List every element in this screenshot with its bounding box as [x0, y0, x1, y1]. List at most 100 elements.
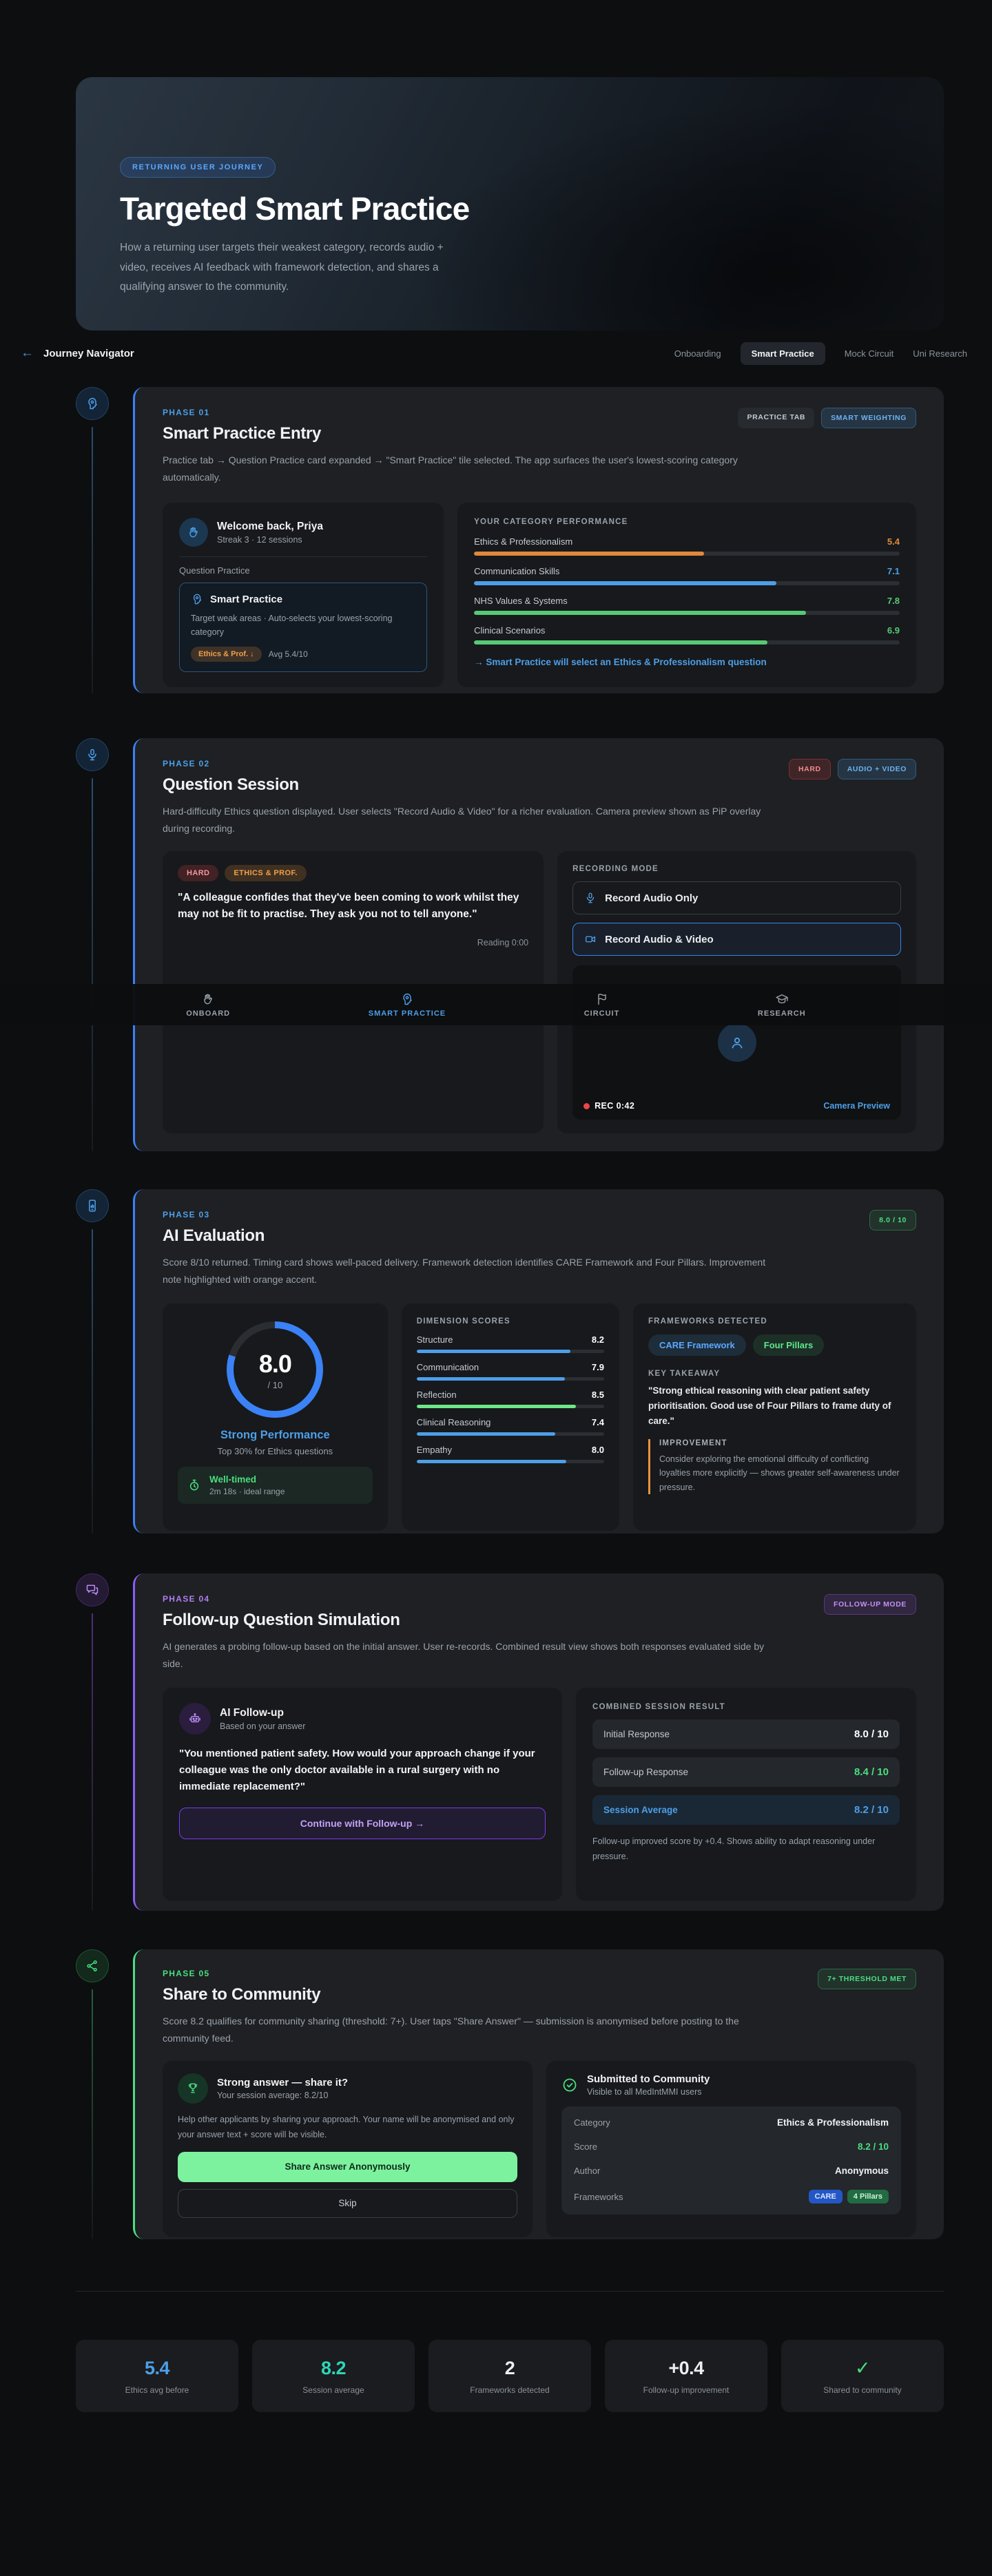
- phase-5-section: PHASE 05 Share to Community 7+ THRESHOLD…: [76, 1949, 944, 2239]
- combined-note: Follow-up improved score by +0.4. Shows …: [592, 1836, 876, 1861]
- score-card: 8.0 / 10 Strong Performance Top 30% for …: [163, 1303, 388, 1531]
- nav-item-onboarding[interactable]: Onboarding: [674, 348, 721, 359]
- result-label: Follow-up Response: [603, 1767, 689, 1778]
- phase-label: PHASE 01: [163, 408, 210, 417]
- wave-hand-icon: [204, 994, 213, 1004]
- timeline-connector: [92, 778, 93, 1151]
- tag-threshold-met: 7+ THRESHOLD MET: [818, 1969, 916, 1989]
- category-bar-row: Clinical Scenarios 6.9: [474, 625, 900, 645]
- tab-onboard[interactable]: ONBOARD: [186, 992, 230, 1018]
- trophy-icon: [178, 2073, 208, 2104]
- dimension-score: 7.9: [591, 1362, 604, 1373]
- category-label: Ethics & Professionalism: [474, 536, 573, 547]
- phase-title: Question Session: [163, 775, 299, 794]
- nav-item-mock-circuit[interactable]: Mock Circuit: [844, 348, 894, 359]
- improvement-note: IMPROVEMENT Consider exploring the emoti…: [648, 1439, 901, 1494]
- phase-4-section: PHASE 04 Follow-up Question Simulation F…: [76, 1573, 944, 1911]
- followup-question: "You mentioned patient safety. How would…: [179, 1748, 535, 1793]
- tag-score: 8.0 / 10: [869, 1210, 916, 1231]
- stopwatch-icon: [189, 1480, 199, 1491]
- ai-followup-card: AI Follow-up Based on your answer "You m…: [163, 1688, 562, 1902]
- stat-label: Session average: [302, 2385, 364, 2395]
- back-arrow-icon[interactable]: ←: [21, 346, 34, 360]
- tab-smart-practice[interactable]: SMART PRACTICE: [369, 992, 446, 1018]
- option-label: Record Audio Only: [605, 892, 699, 904]
- option-record-audio-only[interactable]: Record Audio Only: [572, 881, 901, 915]
- dimension-heading: DIMENSION SCORES: [416, 1317, 510, 1326]
- microphone-icon: [586, 892, 595, 903]
- category-bar-row: Ethics & Professionalism 5.4: [474, 536, 900, 556]
- share-title: Strong answer — share it?: [217, 2077, 349, 2089]
- divider: [179, 556, 428, 558]
- category-label: Communication Skills: [474, 566, 560, 577]
- difficulty-pill: HARD: [178, 865, 219, 882]
- result-row-initial: Initial Response 8.0 / 10: [592, 1719, 900, 1750]
- dimension-row: Empathy 8.0: [416, 1445, 604, 1464]
- hero-banner: RETURNING USER JOURNEY Targeted Smart Pr…: [76, 77, 944, 331]
- score-subline: Top 30% for Ethics questions: [217, 1446, 333, 1457]
- combined-heading: COMBINED SESSION RESULT: [592, 1703, 725, 1712]
- top-navigation: ← Journey Navigator Onboarding Smart Pra…: [0, 331, 992, 376]
- summary-stats: 5.4 Ethics avg before 8.2 Session averag…: [76, 2340, 944, 2412]
- stat-label: Frameworks detected: [470, 2385, 550, 2395]
- stat-checkmark-icon: ✓: [854, 2357, 871, 2378]
- continue-followup-button[interactable]: Continue with Follow-up →: [179, 1808, 546, 1840]
- category-performance-card: YOUR CATEGORY PERFORMANCE Ethics & Profe…: [457, 503, 916, 688]
- nav-item-uni-research[interactable]: Uni Research: [913, 348, 967, 359]
- phase-label: PHASE 05: [163, 1969, 210, 1978]
- rec-indicator: REC 0:42: [583, 1101, 634, 1111]
- tag-audio-video: AUDIO + VIDEO: [837, 759, 916, 779]
- phase-1-card: PHASE 01 Smart Practice Entry PRACTICE T…: [133, 387, 944, 693]
- tag-smart-weighting: SMART WEIGHTING: [821, 408, 916, 428]
- stat-label: Shared to community: [823, 2385, 902, 2395]
- frameworks-card: FRAMEWORKS DETECTED CARE Framework Four …: [632, 1303, 916, 1531]
- tab-research[interactable]: RESEARCH: [758, 992, 806, 1018]
- category-score: 6.9: [887, 625, 900, 636]
- stat-value: +0.4: [668, 2357, 704, 2378]
- category-bar-row: Communication Skills 7.1: [474, 566, 900, 586]
- framework-pill-four-pillars: Four Pillars: [752, 1334, 825, 1357]
- share-answer-button[interactable]: Share Answer Anonymously: [178, 2151, 517, 2182]
- dimension-label: Empathy: [416, 1445, 453, 1456]
- stat-value: 2: [504, 2357, 515, 2378]
- phase-4-card: PHASE 04 Follow-up Question Simulation F…: [133, 1573, 944, 1911]
- dimension-row: Structure 8.2: [416, 1334, 604, 1354]
- journey-type-badge: RETURNING USER JOURNEY: [120, 157, 276, 178]
- score-headline: Strong Performance: [220, 1429, 330, 1442]
- timing-detail: 2m 18s · ideal range: [209, 1487, 285, 1497]
- smart-select-footnote: → Smart Practice will select an Ethics &…: [474, 657, 767, 668]
- share-community-icon: [76, 1949, 109, 1982]
- submitted-subtitle: Visible to all MedIntMMI users: [587, 2087, 702, 2097]
- option-record-audio-video[interactable]: Record Audio & Video: [572, 923, 901, 956]
- tab-circuit[interactable]: CIRCUIT: [584, 992, 620, 1018]
- nav-item-smart-practice[interactable]: Smart Practice: [740, 342, 825, 365]
- detail-label: Score: [574, 2142, 597, 2153]
- stat-session-average: 8.2 Session average: [252, 2340, 415, 2412]
- stat-label: Follow-up improvement: [643, 2385, 730, 2395]
- frameworks-heading: FRAMEWORKS DETECTED: [648, 1317, 767, 1326]
- phase-label: PHASE 04: [163, 1594, 210, 1604]
- result-value: 8.0 / 10: [854, 1728, 889, 1741]
- share-body: Help other applicants by sharing your ap…: [178, 2115, 515, 2139]
- phase-2-section: PHASE 02 Question Session HARD AUDIO + V…: [76, 738, 944, 1151]
- improvement-heading: IMPROVEMENT: [659, 1439, 727, 1448]
- skip-button[interactable]: Skip: [178, 2188, 517, 2218]
- flag-icon: [597, 993, 606, 1005]
- brain-icon: [76, 387, 109, 420]
- page-title: Targeted Smart Practice: [120, 191, 470, 227]
- framework-mini-pill-care: CARE: [808, 2190, 843, 2204]
- category-pill: ETHICS & PROF.: [225, 865, 307, 882]
- followup-title: AI Follow-up: [220, 1706, 284, 1719]
- submitted-card: Submitted to Community Visible to all Me…: [546, 2061, 916, 2238]
- category-bar-row: NHS Values & Systems 7.8: [474, 596, 900, 616]
- detail-label: Author: [574, 2166, 601, 2177]
- detail-label: Category: [574, 2117, 610, 2128]
- dimension-label: Structure: [416, 1334, 453, 1345]
- result-label: Session Average: [603, 1805, 678, 1816]
- welcome-card: Welcome back, Priya Streak 3 · 12 sessio…: [163, 503, 444, 688]
- option-label: Record Audio & Video: [605, 933, 714, 945]
- stat-frameworks-detected: 2 Frameworks detected: [428, 2340, 591, 2412]
- recording-dot-icon: [583, 1102, 590, 1109]
- smart-practice-tile[interactable]: Smart Practice Target weak areas · Auto-…: [179, 583, 428, 673]
- tag-practice-tab: PRACTICE TAB: [738, 408, 815, 428]
